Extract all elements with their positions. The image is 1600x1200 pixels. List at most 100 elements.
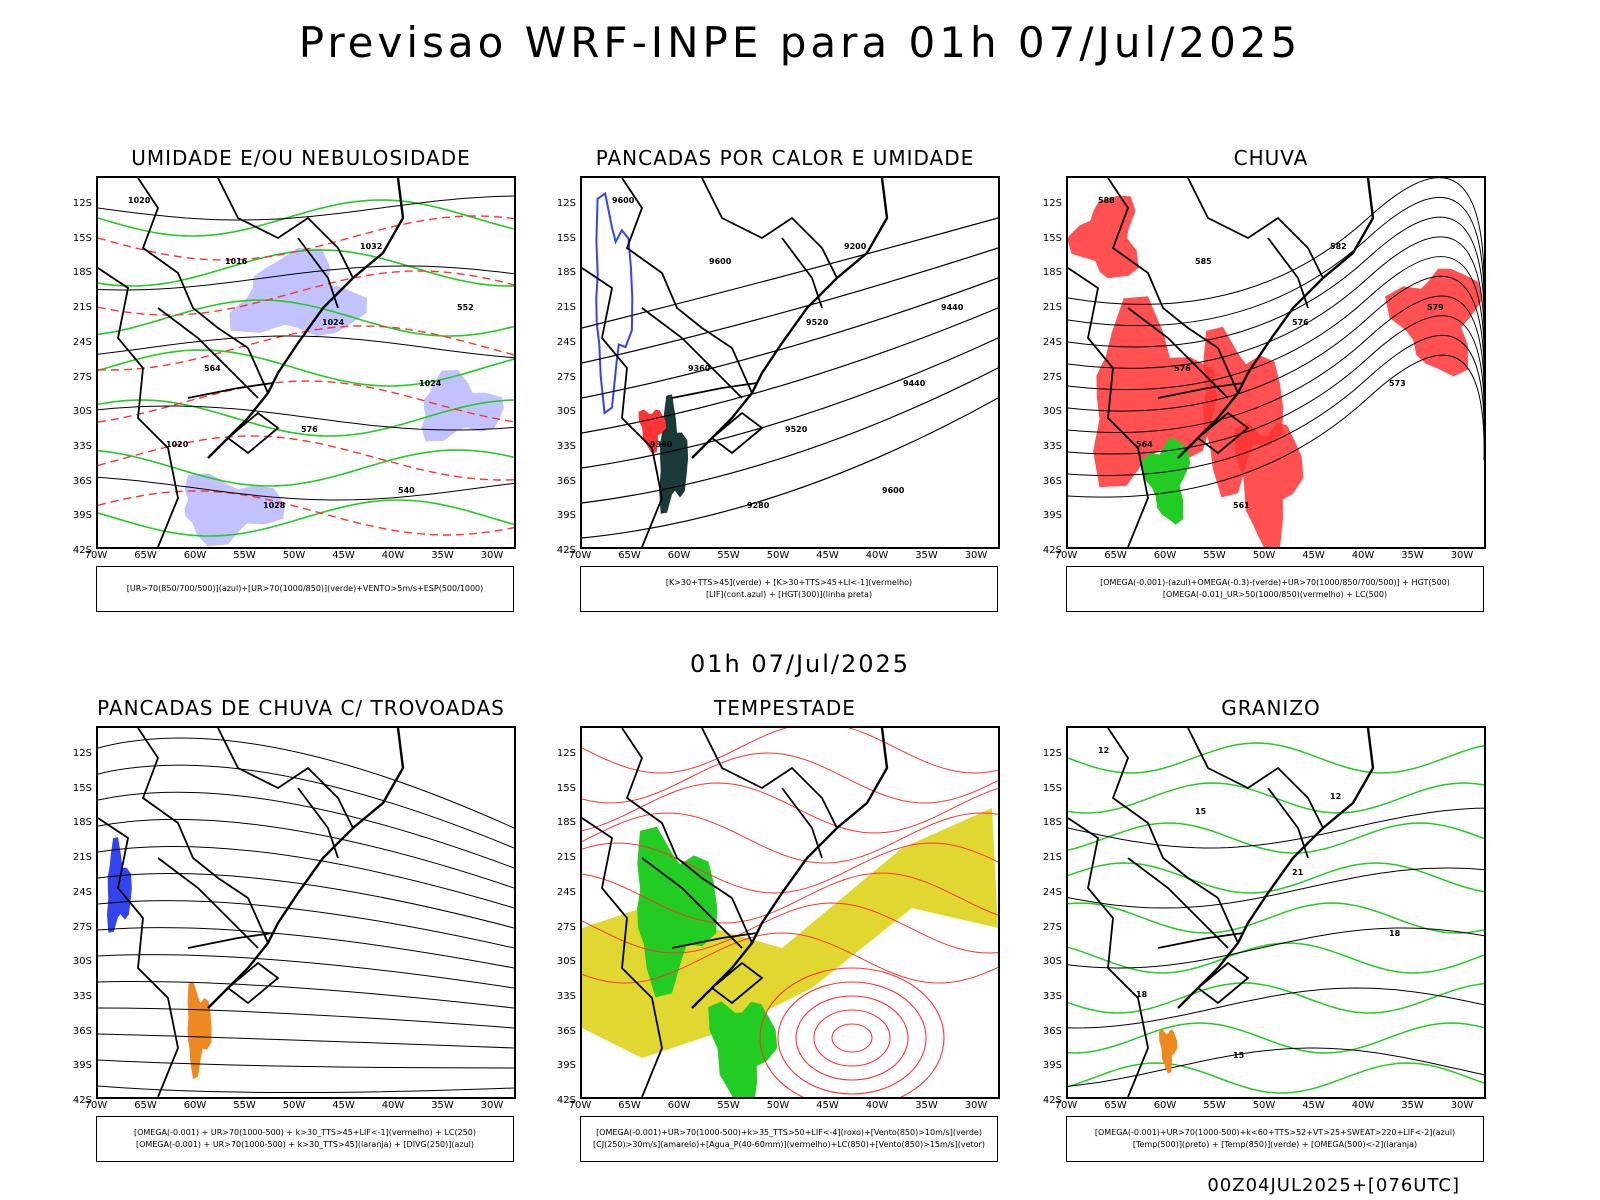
streamline: [98, 818, 514, 889]
lon-tick-label: 30W: [1450, 1100, 1474, 1111]
lon-tick-label: 65W: [1104, 1100, 1127, 1111]
coastline: [207, 178, 405, 459]
lat-tick-label: 42S: [556, 1095, 576, 1106]
lon-tick-label: 40W: [381, 1100, 405, 1111]
state-border: [187, 932, 274, 949]
streamline: [1068, 196, 1484, 327]
lat-tick-label: 15S: [1042, 232, 1062, 244]
state-border: [1267, 787, 1309, 859]
lon-tick-label: 35W: [1401, 1100, 1424, 1111]
lon-tick-label: 65W: [134, 550, 157, 561]
map-plot: 1020 1016 1024 1024 1020 1028 1032 552 564 576 540: [96, 176, 516, 549]
hgt300-contour: [582, 337, 998, 469]
lon-tick-label: 40W: [865, 1100, 889, 1111]
rain-area: [1068, 195, 1139, 279]
lon-tick-label: 40W: [1351, 550, 1375, 561]
lat-tick-label: 21S: [556, 852, 576, 864]
state-border: [1068, 817, 1149, 1097]
state-border: [621, 178, 733, 349]
map-plot: [96, 726, 516, 1099]
lat-tick-label: 27S: [1042, 371, 1062, 383]
map-plot: 12 15 21 18 18 15 12: [1066, 726, 1486, 1099]
coastline: [1177, 178, 1375, 459]
lat-tick-label: 21S: [72, 302, 92, 314]
contour-label: 15: [1195, 807, 1207, 816]
temp500-contour: [1068, 927, 1484, 969]
state-border: [187, 382, 274, 399]
lat-tick-label: 27S: [556, 921, 576, 933]
state-border: [781, 787, 823, 859]
green-contour: [98, 399, 514, 437]
state-border: [1157, 932, 1244, 949]
lat-tick-label: 39S: [72, 1060, 92, 1072]
lat-tick-label: 24S: [72, 886, 92, 898]
state-border: [781, 237, 823, 309]
lat-tick-label: 18S: [556, 817, 576, 829]
lat-tick-label: 12S: [556, 748, 576, 759]
state-border: [1217, 347, 1239, 394]
lat-tick-label: 33S: [1042, 440, 1062, 452]
streamline: [1068, 275, 1484, 412]
state-border: [137, 728, 249, 899]
contour-label: 1024: [419, 379, 442, 388]
lat-tick-label: 18S: [72, 817, 92, 829]
humidity-area: [229, 248, 367, 337]
lon-tick-label: 35W: [915, 550, 938, 561]
streamline: [1068, 236, 1484, 369]
contour-label: 9520: [806, 318, 829, 327]
streamline: [582, 872, 998, 924]
lon-tick-label: 60W: [1153, 550, 1177, 561]
contour-label: 18: [1389, 929, 1401, 938]
lat-tick-label: 27S: [556, 371, 576, 383]
map-plot: [580, 726, 1000, 1099]
lat-tick-label: 12S: [1042, 748, 1062, 759]
temp500-contour: [1068, 987, 1484, 1029]
lat-tick-label: 24S: [1042, 336, 1062, 348]
state-border: [157, 307, 259, 399]
hgt300-contour: [582, 277, 998, 399]
streamline: [98, 791, 514, 869]
lat-tick-label: 42S: [1042, 1095, 1062, 1106]
map-canvas: 1020 1016 1024 1024 1020 1028 1032 552 564 576 540: [98, 178, 514, 547]
legend-line: [Temp(500)](preto) + [Temp(850)](verde) …: [1132, 1140, 1418, 1149]
lon-tick-label: 35W: [1401, 550, 1424, 561]
contour-label: 552: [457, 303, 474, 312]
lon-tick-label: 50W: [282, 550, 306, 561]
lon-tick-label: 55W: [1203, 1100, 1226, 1111]
contour-label: 564: [204, 364, 221, 373]
panel-pancadas-calor: PANCADAS POR CALOR E UMIDADE 9600 9600 952…: [540, 146, 1030, 636]
lat-tick-label: 24S: [72, 336, 92, 348]
streamline: [98, 737, 514, 829]
lat-tick-label: 42S: [72, 1095, 92, 1106]
green-contour: [98, 249, 514, 287]
lon-tick-label: 40W: [1351, 1100, 1375, 1111]
map-canvas: 12 15 21 18 18 15 12: [1068, 728, 1484, 1097]
state-border: [98, 817, 179, 1097]
legend-line: [OMEGA(-0.001)+UR>70(1000-500)+k>35_TTS>…: [596, 1128, 982, 1137]
streamline: [582, 752, 998, 804]
contour-label: 9360: [650, 440, 673, 449]
panel-title: TEMPESTADE: [714, 696, 856, 720]
lat-tick-label: 36S: [72, 475, 92, 487]
lat-tick-label: 27S: [72, 921, 92, 933]
contour-label: 579: [1427, 303, 1444, 312]
lat-tick-label: 21S: [556, 302, 576, 314]
lat-tick-label: 36S: [556, 1025, 576, 1037]
state-border: [226, 961, 280, 1005]
lat-tick-label: 39S: [72, 510, 92, 522]
contour-label: 9280: [747, 501, 770, 510]
state-border: [1196, 411, 1250, 455]
legend-line: [LIF](cont.azul) + [HGT(300)](linha pret…: [705, 590, 873, 599]
contour-label: 576: [1292, 318, 1309, 327]
coastline: [691, 728, 889, 1009]
lon-tick-label: 65W: [618, 1100, 641, 1111]
lon-tick-label: 70W: [1054, 550, 1078, 561]
lat-tick-label: 39S: [1042, 1060, 1062, 1072]
lat-tick-label: 36S: [1042, 475, 1062, 487]
lon-tick-label: 45W: [1302, 550, 1325, 561]
legend-line: [K>30+TTS>45](verde) + [K>30+TTS>45+LI<-…: [665, 578, 913, 587]
lon-tick-label: 55W: [233, 550, 256, 561]
lon-tick-label: 70W: [1054, 1100, 1078, 1111]
hgt300-contour: [582, 247, 998, 364]
state-border: [1196, 961, 1250, 1005]
